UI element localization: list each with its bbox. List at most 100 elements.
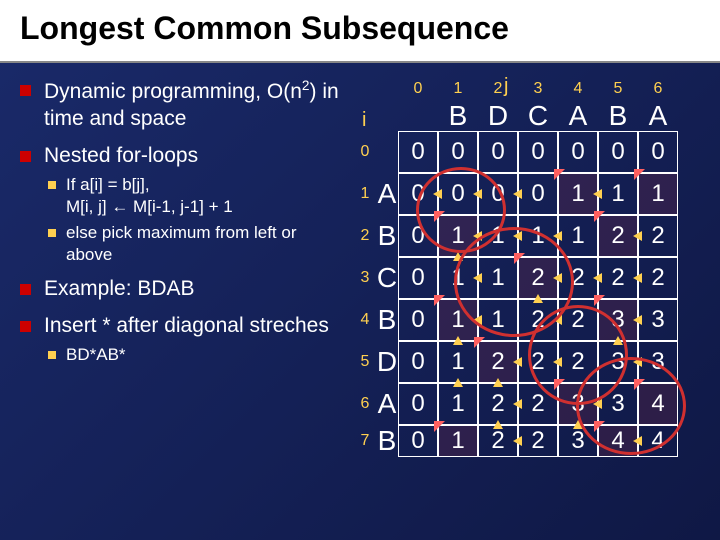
row-letter: D [376, 341, 398, 383]
bullet-item: Insert * after diagonal strechesBD*AB* [20, 313, 340, 366]
row-index: 7 [354, 425, 376, 457]
dp-cell: 1 [438, 341, 478, 383]
dp-cell: 1 [638, 173, 678, 215]
dp-cell: 2 [558, 257, 598, 299]
dp-cell: 0 [398, 383, 438, 425]
corner [354, 77, 376, 101]
dp-cell: 0 [518, 131, 558, 173]
dp-cell: 3 [638, 341, 678, 383]
i-axis-label: i [362, 109, 366, 132]
dp-cell: 1 [438, 215, 478, 257]
col-index: 6 [638, 77, 678, 101]
bullet-list: Dynamic programming, O(n2) in time and s… [20, 77, 340, 366]
dp-cell: 4 [638, 383, 678, 425]
dp-cell: 0 [398, 425, 438, 457]
dp-cell: 1 [518, 215, 558, 257]
corner [376, 77, 398, 101]
dp-cell: 0 [438, 131, 478, 173]
left-column: Dynamic programming, O(n2) in time and s… [20, 73, 340, 457]
title-bar: Longest Common Subsequence [0, 0, 720, 63]
row-letter: A [376, 173, 398, 215]
row-index: 0 [354, 131, 376, 173]
dp-cell: 2 [478, 341, 518, 383]
col-letter: A [638, 101, 678, 131]
dp-cell: 0 [518, 173, 558, 215]
right-column: 0123456BDCABA000000001A00001112B01111223… [354, 73, 710, 457]
dp-cell: 0 [558, 131, 598, 173]
dp-cell: 2 [598, 215, 638, 257]
row-index: 2 [354, 215, 376, 257]
dp-cell: 0 [398, 215, 438, 257]
table-grid: 0123456BDCABA000000001A00001112B01111223… [354, 77, 710, 457]
dp-cell: 0 [598, 131, 638, 173]
dp-cell: 1 [598, 173, 638, 215]
row-index: 5 [354, 341, 376, 383]
bullet-item: Dynamic programming, O(n2) in time and s… [20, 77, 340, 133]
dp-cell: 2 [478, 383, 518, 425]
col-letter: D [478, 101, 518, 131]
dp-cell: 1 [438, 299, 478, 341]
col-index: 5 [598, 77, 638, 101]
col-letter: B [598, 101, 638, 131]
col-index: 2 [478, 77, 518, 101]
dp-cell: 2 [638, 257, 678, 299]
sub-bullet-list: If a[i] = b[j],M[i, j] ← M[i-1, j-1] + 1… [44, 174, 340, 266]
dp-cell: 4 [638, 425, 678, 457]
dp-cell: 1 [478, 215, 518, 257]
col-letter: A [558, 101, 598, 131]
dp-cell: 1 [478, 299, 518, 341]
content-area: Dynamic programming, O(n2) in time and s… [0, 63, 720, 457]
corner [376, 101, 398, 131]
row-index: 3 [354, 257, 376, 299]
col-index: 1 [438, 77, 478, 101]
dp-cell: 2 [558, 299, 598, 341]
dp-cell: 0 [638, 131, 678, 173]
dp-cell: 2 [598, 257, 638, 299]
bullet-item: Nested for-loopsIf a[i] = b[j],M[i, j] ←… [20, 143, 340, 266]
dp-cell: 3 [558, 425, 598, 457]
row-index: 1 [354, 173, 376, 215]
dp-cell: 1 [558, 215, 598, 257]
dp-cell: 4 [598, 425, 638, 457]
row-letter: B [376, 299, 398, 341]
row-index: 6 [354, 383, 376, 425]
dp-cell: 0 [398, 299, 438, 341]
dp-cell: 1 [438, 383, 478, 425]
row-letter: A [376, 383, 398, 425]
dp-cell: 2 [638, 215, 678, 257]
dp-table: 0123456BDCABA000000001A00001112B01111223… [354, 77, 710, 457]
dp-cell: 1 [438, 257, 478, 299]
dp-cell: 3 [598, 383, 638, 425]
dp-cell: 1 [438, 425, 478, 457]
dp-cell: 0 [438, 173, 478, 215]
dp-cell: 1 [558, 173, 598, 215]
dp-cell: 3 [598, 299, 638, 341]
col-index: 0 [398, 77, 438, 101]
dp-cell: 3 [638, 299, 678, 341]
dp-cell: 0 [398, 341, 438, 383]
row-letter: B [376, 425, 398, 457]
col-letter: C [518, 101, 558, 131]
col-letter [398, 101, 438, 131]
sub-bullet-item: If a[i] = b[j],M[i, j] ← M[i-1, j-1] + 1 [44, 174, 340, 218]
row-letter: B [376, 215, 398, 257]
sub-bullet-item: BD*AB* [44, 344, 340, 366]
dp-cell: 2 [518, 425, 558, 457]
dp-cell: 0 [398, 257, 438, 299]
dp-cell: 3 [598, 341, 638, 383]
sub-bullet-list: BD*AB* [44, 344, 340, 366]
col-index: 4 [558, 77, 598, 101]
dp-cell: 1 [478, 257, 518, 299]
dp-cell: 2 [558, 341, 598, 383]
dp-cell: 0 [478, 173, 518, 215]
dp-cell: 3 [558, 383, 598, 425]
dp-cell: 2 [518, 299, 558, 341]
dp-cell: 2 [518, 383, 558, 425]
bullet-item: Example: BDAB [20, 276, 340, 303]
row-index: 4 [354, 299, 376, 341]
row-letter: C [376, 257, 398, 299]
col-letter: B [438, 101, 478, 131]
slide-title: Longest Common Subsequence [20, 10, 700, 47]
row-letter [376, 131, 398, 173]
dp-cell: 2 [478, 425, 518, 457]
